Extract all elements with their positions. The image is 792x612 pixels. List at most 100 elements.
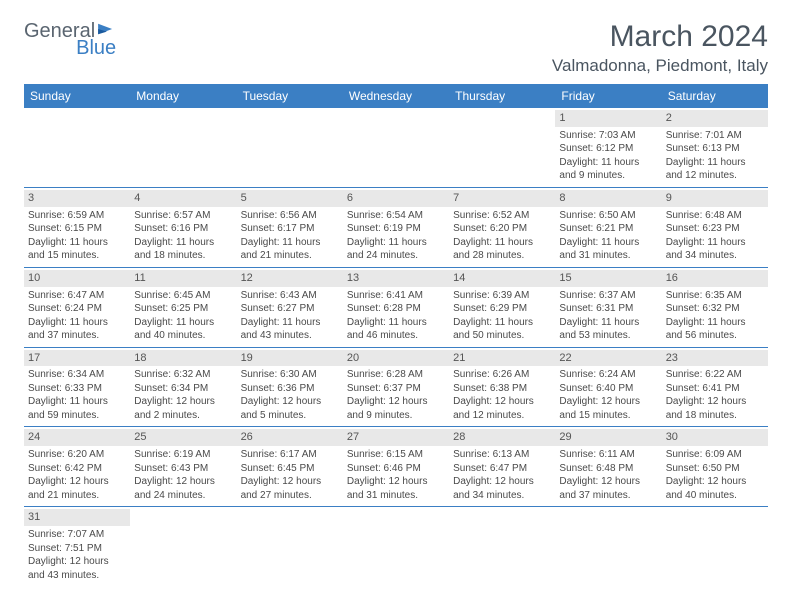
day-detail: Sunrise: 6:24 AM Sunset: 6:40 PM Dayligh… [559, 368, 657, 422]
calendar-cell: 15Sunrise: 6:37 AM Sunset: 6:31 PM Dayli… [555, 267, 661, 347]
logo: GeneralBlue [24, 20, 116, 60]
day-detail: Sunrise: 6:41 AM Sunset: 6:28 PM Dayligh… [347, 289, 445, 343]
day-header: Monday [130, 84, 236, 108]
calendar-cell [555, 507, 661, 586]
day-number: 9 [662, 190, 768, 207]
day-detail: Sunrise: 6:13 AM Sunset: 6:47 PM Dayligh… [453, 448, 551, 502]
day-number: 25 [130, 429, 236, 446]
day-number: 11 [130, 270, 236, 287]
calendar-row: 3 Sunrise: 6:59 AM Sunset: 6:15 PM Daylig… [24, 187, 768, 267]
day-number: 24 [24, 429, 130, 446]
day-header: Friday [555, 84, 661, 108]
calendar-cell: 4Sunrise: 6:57 AM Sunset: 6:16 PM Daylig… [130, 187, 236, 267]
calendar-cell: 9 Sunrise: 6:48 AM Sunset: 6:23 PM Daylig… [662, 187, 768, 267]
calendar-cell: 26 Sunrise: 6:17 AM Sunset: 6:45 PM Dayli… [237, 427, 343, 507]
day-detail: Sunrise: 6:19 AM Sunset: 6:43 PM Dayligh… [134, 448, 232, 502]
day-detail: Sunrise: 6:59 AM Sunset: 6:15 PM Dayligh… [28, 209, 126, 263]
calendar-cell: 5Sunrise: 6:56 AM Sunset: 6:17 PM Daylig… [237, 187, 343, 267]
calendar-cell: 25 Sunrise: 6:19 AM Sunset: 6:43 PM Dayli… [130, 427, 236, 507]
calendar-cell: 22Sunrise: 6:24 AM Sunset: 6:40 PM Dayli… [555, 347, 661, 427]
day-detail: Sunrise: 6:39 AM Sunset: 6:29 PM Dayligh… [453, 289, 551, 343]
day-number: 12 [237, 270, 343, 287]
calendar-cell: 14 Sunrise: 6:39 AM Sunset: 6:29 PM Dayli… [449, 267, 555, 347]
calendar-cell: 17Sunrise: 6:34 AM Sunset: 6:33 PM Dayli… [24, 347, 130, 427]
day-number: 17 [24, 350, 130, 367]
day-detail: Sunrise: 6:09 AM Sunset: 6:50 PM Dayligh… [666, 448, 764, 502]
calendar-cell [343, 108, 449, 187]
day-detail: Sunrise: 6:37 AM Sunset: 6:31 PM Dayligh… [559, 289, 657, 343]
calendar-cell [130, 108, 236, 187]
day-detail: Sunrise: 6:50 AM Sunset: 6:21 PM Dayligh… [559, 209, 657, 263]
calendar-cell: 30Sunrise: 6:09 AM Sunset: 6:50 PM Dayli… [662, 427, 768, 507]
page-title: March 2024 [552, 20, 768, 54]
day-detail: Sunrise: 6:28 AM Sunset: 6:37 PM Dayligh… [347, 368, 445, 422]
title-block: March 2024 Valmadonna, Piedmont, Italy [552, 20, 768, 76]
calendar-cell: 7 Sunrise: 6:52 AM Sunset: 6:20 PM Daylig… [449, 187, 555, 267]
day-detail: Sunrise: 6:32 AM Sunset: 6:34 PM Dayligh… [134, 368, 232, 422]
calendar-cell: 19Sunrise: 6:30 AM Sunset: 6:36 PM Dayli… [237, 347, 343, 427]
day-number: 10 [24, 270, 130, 287]
calendar-cell: 8 Sunrise: 6:50 AM Sunset: 6:21 PM Daylig… [555, 187, 661, 267]
header: GeneralBlue March 2024 Valmadonna, Piedm… [24, 20, 768, 76]
calendar-cell [449, 108, 555, 187]
calendar-cell: 1 Sunrise: 7:03 AM Sunset: 6:12 PM Daylig… [555, 108, 661, 187]
calendar-cell: 16Sunrise: 6:35 AM Sunset: 6:32 PM Dayli… [662, 267, 768, 347]
day-number: 29 [555, 429, 661, 446]
day-detail: Sunrise: 6:54 AM Sunset: 6:19 PM Dayligh… [347, 209, 445, 263]
calendar-cell: 27Sunrise: 6:15 AM Sunset: 6:46 PM Dayli… [343, 427, 449, 507]
day-number: 8 [555, 190, 661, 207]
calendar-cell [662, 507, 768, 586]
day-number: 31 [24, 509, 130, 526]
day-detail: Sunrise: 6:48 AM Sunset: 6:23 PM Dayligh… [666, 209, 764, 263]
day-number: 4 [130, 190, 236, 207]
calendar-cell: 29 Sunrise: 6:11 AM Sunset: 6:48 PM Dayli… [555, 427, 661, 507]
day-detail: Sunrise: 6:17 AM Sunset: 6:45 PM Dayligh… [241, 448, 339, 502]
calendar-cell: 13Sunrise: 6:41 AM Sunset: 6:28 PM Dayli… [343, 267, 449, 347]
day-detail: Sunrise: 6:56 AM Sunset: 6:17 PM Dayligh… [241, 209, 339, 263]
calendar-cell: 10Sunrise: 6:47 AM Sunset: 6:24 PM Dayli… [24, 267, 130, 347]
day-detail: Sunrise: 6:26 AM Sunset: 6:38 PM Dayligh… [453, 368, 551, 422]
calendar-cell: 18Sunrise: 6:32 AM Sunset: 6:34 PM Dayli… [130, 347, 236, 427]
day-number: 26 [237, 429, 343, 446]
day-detail: Sunrise: 6:15 AM Sunset: 6:46 PM Dayligh… [347, 448, 445, 502]
day-detail: Sunrise: 6:52 AM Sunset: 6:20 PM Dayligh… [453, 209, 551, 263]
day-header-row: Sunday Monday Tuesday Wednesday Thursday… [24, 84, 768, 108]
day-number: 7 [449, 190, 555, 207]
calendar-body: 1 Sunrise: 7:03 AM Sunset: 6:12 PM Daylig… [24, 108, 768, 586]
day-number: 28 [449, 429, 555, 446]
calendar-table: Sunday Monday Tuesday Wednesday Thursday… [24, 84, 768, 586]
day-detail: Sunrise: 6:22 AM Sunset: 6:41 PM Dayligh… [666, 368, 764, 422]
calendar-cell: 21Sunrise: 6:26 AM Sunset: 6:38 PM Dayli… [449, 347, 555, 427]
day-number: 2 [662, 110, 768, 127]
calendar-cell: 12 Sunrise: 6:43 AM Sunset: 6:27 PM Dayli… [237, 267, 343, 347]
calendar-cell [237, 108, 343, 187]
calendar-cell: 11Sunrise: 6:45 AM Sunset: 6:25 PM Dayli… [130, 267, 236, 347]
day-detail: Sunrise: 6:30 AM Sunset: 6:36 PM Dayligh… [241, 368, 339, 422]
calendar-cell: 31 Sunrise: 7:07 AM Sunset: 7:51 PM Dayli… [24, 507, 130, 586]
day-number: 20 [343, 350, 449, 367]
day-number: 16 [662, 270, 768, 287]
day-number: 23 [662, 350, 768, 367]
calendar-cell [130, 507, 236, 586]
day-number: 21 [449, 350, 555, 367]
calendar-row: 17Sunrise: 6:34 AM Sunset: 6:33 PM Dayli… [24, 347, 768, 427]
day-header: Tuesday [237, 84, 343, 108]
day-detail: Sunrise: 6:34 AM Sunset: 6:33 PM Dayligh… [28, 368, 126, 422]
calendar-cell: 3 Sunrise: 6:59 AM Sunset: 6:15 PM Daylig… [24, 187, 130, 267]
day-header: Saturday [662, 84, 768, 108]
day-number: 6 [343, 190, 449, 207]
calendar-row: 1 Sunrise: 7:03 AM Sunset: 6:12 PM Daylig… [24, 108, 768, 187]
calendar-cell: 20Sunrise: 6:28 AM Sunset: 6:37 PM Dayli… [343, 347, 449, 427]
calendar-cell [24, 108, 130, 187]
day-number: 22 [555, 350, 661, 367]
day-number: 1 [555, 110, 661, 127]
day-detail: Sunrise: 7:03 AM Sunset: 6:12 PM Dayligh… [559, 129, 657, 183]
day-number: 19 [237, 350, 343, 367]
calendar-cell [343, 507, 449, 586]
calendar-cell: 2Sunrise: 7:01 AM Sunset: 6:13 PM Daylig… [662, 108, 768, 187]
day-number: 14 [449, 270, 555, 287]
day-detail: Sunrise: 6:43 AM Sunset: 6:27 PM Dayligh… [241, 289, 339, 343]
day-number: 3 [24, 190, 130, 207]
day-detail: Sunrise: 7:07 AM Sunset: 7:51 PM Dayligh… [28, 528, 126, 582]
day-detail: Sunrise: 6:11 AM Sunset: 6:48 PM Dayligh… [559, 448, 657, 502]
